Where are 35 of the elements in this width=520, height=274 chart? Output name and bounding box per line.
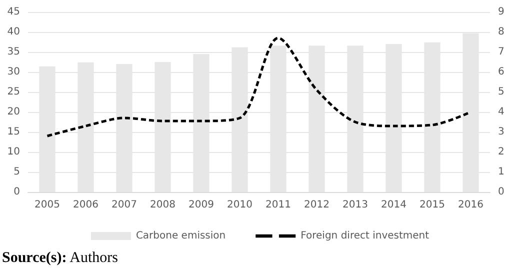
y2-tick-label: 9 [498,6,504,18]
y2-tick-label: 0 [498,186,504,198]
y2-tick-label: 8 [498,26,504,38]
y2-tick-label: 3 [498,126,504,138]
y-tick-label: 20 [7,106,20,118]
y2-tick-label: 7 [498,46,504,58]
y-tick-label: 5 [14,166,20,178]
legend-label: Foreign direct investment [300,230,430,242]
x-tick-label: 2006 [73,200,98,210]
y-tick-label: 25 [7,86,20,98]
y2-tick-label: 4 [498,106,504,118]
x-tick-label: 2011 [266,200,291,210]
y2-tick-label: 6 [498,66,504,78]
y-tick-label: 45 [7,6,20,18]
x-tick-label: 2008 [150,200,176,210]
y-tick-label: 35 [7,46,20,58]
y2-tick-label: 2 [498,146,504,158]
x-tick-label: 2014 [381,200,406,210]
x-tick-label: 2009 [188,200,214,210]
x-tick-label: 2007 [112,200,137,210]
legend-label: Carbone emission [136,230,226,242]
x-tick-label: 2013 [342,200,368,210]
y-tick-label: 40 [7,26,20,38]
source-note: Source(s): Authors [2,250,118,267]
x-tick-label: 2016 [458,200,484,210]
x-tick-label: 2010 [227,200,252,210]
y-tick-label: 15 [7,126,20,138]
y-tick-label: 0 [14,186,20,198]
x-tick-label: 2012 [304,200,330,210]
x-tick-label: 2015 [420,200,445,210]
y-tick-label: 10 [7,146,20,158]
y2-tick-label: 1 [498,166,504,178]
y2-tick-label: 5 [498,86,504,98]
x-tick-label: 2005 [34,200,60,210]
y-tick-label: 30 [7,66,20,78]
